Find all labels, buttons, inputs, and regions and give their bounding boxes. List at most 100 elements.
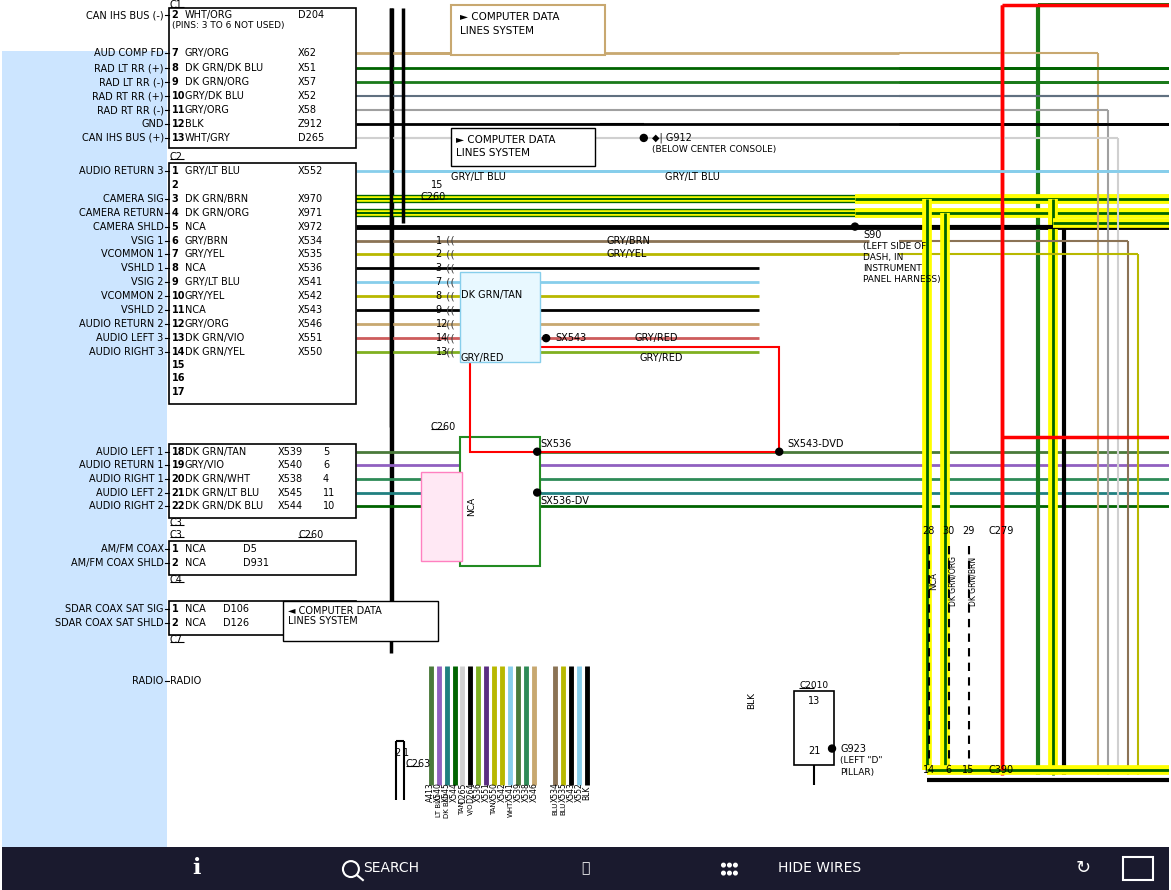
Bar [451, 5, 605, 55]
Text: DK GRN/ORG: DK GRN/ORG [949, 556, 958, 606]
Text: X540: X540 [279, 459, 303, 470]
Text: DK GRN/DK BLU: DK GRN/DK BLU [185, 501, 262, 512]
Text: AUDIO RETURN 1: AUDIO RETURN 1 [80, 459, 164, 470]
Text: (LEFT SIDE OF: (LEFT SIDE OF [863, 242, 926, 251]
Text: 14: 14 [172, 347, 185, 357]
Text: X535: X535 [559, 782, 568, 802]
Text: GRY/BRN: GRY/BRN [607, 236, 651, 246]
Text: V/O: V/O [467, 802, 473, 814]
Text: GRY/LT BLU: GRY/LT BLU [665, 172, 719, 182]
Text: DK GRN/VIO: DK GRN/VIO [185, 333, 244, 344]
Text: C260: C260 [431, 422, 456, 432]
Text: D126: D126 [224, 618, 249, 628]
Text: 21: 21 [172, 488, 185, 498]
Text: 12: 12 [172, 119, 185, 129]
Text: GRY/RED: GRY/RED [635, 333, 678, 344]
Text: X542: X542 [498, 782, 507, 802]
Text: C3: C3 [170, 530, 183, 540]
Text: X546: X546 [299, 320, 323, 329]
Text: SDAR COAX SAT SIG: SDAR COAX SAT SIG [66, 604, 164, 614]
Text: NCA: NCA [467, 497, 477, 516]
Text: 2: 2 [172, 180, 178, 190]
Text: SX543-DVD: SX543-DVD [787, 439, 844, 449]
Text: ℹ: ℹ [192, 858, 200, 878]
Text: AUDIO RIGHT 1: AUDIO RIGHT 1 [89, 473, 164, 483]
Circle shape [542, 335, 549, 342]
Text: CAMERA SHLD: CAMERA SHLD [93, 222, 164, 231]
Text: 14: 14 [923, 765, 934, 775]
Text: WHT/GRY: WHT/GRY [185, 133, 231, 143]
Text: 7: 7 [172, 249, 178, 260]
Text: BLK: BLK [582, 785, 591, 799]
Bar [460, 272, 540, 362]
Text: D931: D931 [244, 558, 269, 569]
Text: 21: 21 [808, 746, 821, 756]
Text: PANEL HARNESS): PANEL HARNESS) [863, 275, 940, 284]
Text: X57: X57 [299, 77, 317, 87]
Text: 10: 10 [172, 91, 185, 101]
Circle shape [534, 490, 541, 496]
Text: C4: C4 [170, 575, 183, 586]
Text: X552: X552 [299, 166, 323, 176]
Text: 13: 13 [808, 696, 820, 706]
Text: SX536-DV: SX536-DV [540, 496, 589, 506]
Text: 9: 9 [436, 305, 441, 315]
Text: 16: 16 [172, 373, 185, 383]
Text: INSTRUMENT: INSTRUMENT [863, 264, 922, 273]
Bar [420, 472, 463, 562]
Text: 5: 5 [323, 447, 329, 457]
Text: SEARCH: SEARCH [363, 862, 419, 875]
Bar [451, 128, 595, 166]
Text: G923: G923 [840, 743, 867, 754]
Text: AUDIO LEFT 2: AUDIO LEFT 2 [96, 488, 164, 498]
Text: AUD COMP FD: AUD COMP FD [94, 48, 164, 58]
Text: 8: 8 [172, 263, 178, 273]
Bar [471, 347, 779, 452]
Text: GRY/LT BLU: GRY/LT BLU [185, 278, 239, 287]
Text: 2: 2 [172, 558, 178, 569]
Text: X545: X545 [441, 782, 451, 802]
Text: 3: 3 [436, 263, 441, 273]
Text: VSHLD 1: VSHLD 1 [121, 263, 164, 273]
Text: GRY/ORG: GRY/ORG [185, 105, 230, 115]
Text: RADIO: RADIO [132, 676, 164, 686]
Text: X972: X972 [299, 222, 323, 231]
Text: 22: 22 [172, 501, 185, 512]
Text: 2: 2 [172, 11, 178, 20]
Text: C7: C7 [170, 635, 183, 645]
Text: ((: (( [445, 291, 454, 302]
Text: ((: (( [445, 347, 454, 357]
Text: 29: 29 [963, 526, 974, 537]
Text: WHT/ORG: WHT/ORG [185, 11, 233, 20]
Text: 9: 9 [172, 77, 178, 87]
Text: RAD LT RR (-): RAD LT RR (-) [98, 77, 164, 87]
Circle shape [721, 871, 725, 875]
Text: C1: C1 [170, 1, 183, 11]
Text: 11: 11 [172, 305, 185, 315]
Text: 15: 15 [431, 180, 443, 190]
Text: 8: 8 [172, 63, 178, 73]
Text: GRY/VIO: GRY/VIO [185, 459, 225, 470]
Text: CAMERA SIG: CAMERA SIG [103, 194, 164, 204]
Bar [169, 601, 356, 635]
Text: NCA: NCA [185, 305, 205, 315]
Text: 4: 4 [172, 207, 178, 218]
Text: X538: X538 [279, 473, 303, 483]
Circle shape [727, 871, 731, 875]
Text: 3: 3 [172, 194, 178, 204]
Text: X539: X539 [514, 782, 522, 802]
Text: AM/FM COAX SHLD: AM/FM COAX SHLD [70, 558, 164, 569]
Text: TAN: TAN [459, 801, 466, 815]
Text: X540: X540 [434, 782, 443, 802]
Text: NCA: NCA [185, 558, 205, 569]
Text: NCA: NCA [185, 618, 205, 628]
Text: X52: X52 [299, 91, 317, 101]
Text: ► COMPUTER DATA: ► COMPUTER DATA [460, 12, 560, 22]
Text: 2: 2 [395, 748, 400, 757]
Text: ((: (( [445, 305, 454, 315]
Text: 9: 9 [172, 278, 178, 287]
Text: X534: X534 [299, 236, 323, 246]
Text: S90: S90 [863, 230, 882, 239]
Text: VSHLD 2: VSHLD 2 [121, 305, 164, 315]
Text: DK GRN/DK BLU: DK GRN/DK BLU [185, 63, 262, 73]
